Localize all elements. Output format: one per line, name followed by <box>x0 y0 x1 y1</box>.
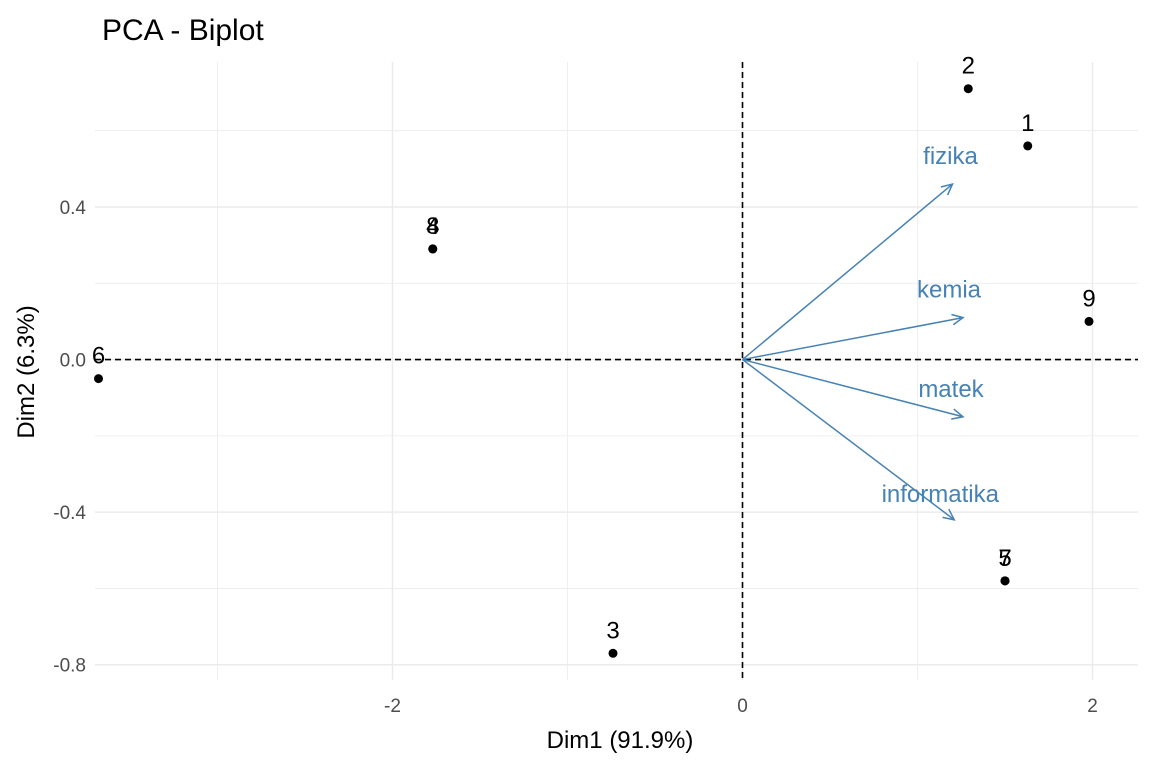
point-marker <box>1023 141 1033 151</box>
point-marker <box>1084 316 1094 326</box>
point-label: 2 <box>962 53 975 80</box>
reference-lines <box>95 62 1138 680</box>
point-label: 3 <box>606 617 619 644</box>
y-tick-label: 0.4 <box>60 198 87 219</box>
y-tick-label: -0.8 <box>53 656 86 677</box>
point-marker <box>1000 576 1010 586</box>
point-label: 1 <box>1021 110 1034 137</box>
axis-ticks: -2 0 2 -0.8 -0.4 0.0 0.4 <box>53 198 1098 717</box>
point-marker <box>428 244 438 254</box>
variable-arrowhead-fizika <box>940 182 954 196</box>
variable-label: matek <box>918 376 984 403</box>
y-axis-title: Dim2 (6.3%) <box>13 305 40 438</box>
point-label: 9 <box>1082 285 1095 312</box>
variable-label: kemia <box>917 277 982 304</box>
variable-arrow-fizika <box>742 183 953 361</box>
variable-arrowhead-informatika <box>942 508 956 521</box>
point-marker <box>94 374 103 384</box>
variable-arrowhead-matek <box>951 408 965 420</box>
point-label: 6 <box>92 343 105 370</box>
grid <box>95 62 1138 680</box>
x-axis-title: Dim1 (91.9%) <box>547 727 694 754</box>
variable-arrow-matek <box>742 358 964 418</box>
point-label: 8 <box>426 213 439 240</box>
individual-points: 1 2 3 4 5 6 7 8 9 <box>92 53 1096 658</box>
y-tick-label: -0.4 <box>53 503 86 524</box>
point-marker <box>608 648 618 658</box>
x-tick-label: -2 <box>384 696 401 717</box>
variable-arrow-informatika <box>742 358 955 521</box>
point-label: 5 <box>998 545 1011 572</box>
variable-label: informatika <box>882 481 1000 508</box>
variable-arrowhead-kemia <box>951 313 965 326</box>
variable-arrow-kemia <box>742 316 964 361</box>
point-marker <box>963 84 973 94</box>
variable-label: fizika <box>923 143 978 170</box>
point-label: 7 <box>998 545 1011 572</box>
point-label: 4 <box>426 213 439 240</box>
variable-arrows: fizika kemia matek informatika <box>742 143 1000 521</box>
x-tick-label: 0 <box>737 696 748 717</box>
y-tick-label: 0.0 <box>60 351 86 372</box>
chart-title: PCA - Biplot <box>102 14 264 47</box>
x-tick-label: 2 <box>1087 696 1098 717</box>
